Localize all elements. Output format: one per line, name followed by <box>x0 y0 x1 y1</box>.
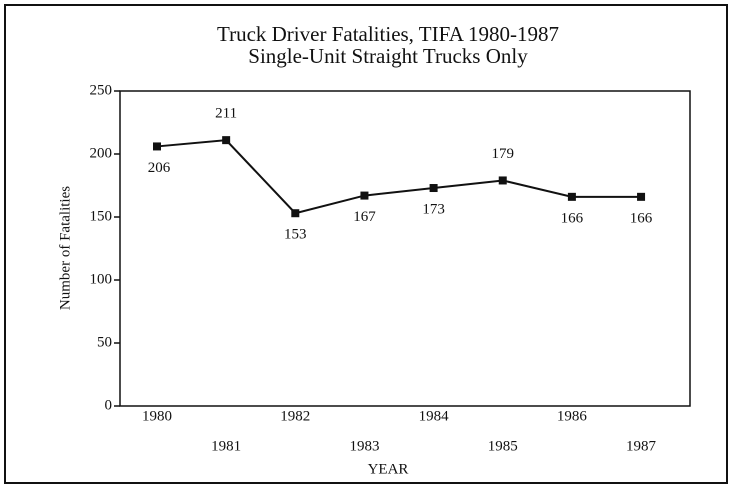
y-tick-label: 200 <box>90 145 113 161</box>
y-tick-label: 0 <box>105 397 113 413</box>
frame <box>4 4 728 484</box>
marker <box>360 191 369 200</box>
x-axis-label: YEAR <box>368 461 409 477</box>
marker <box>567 192 576 201</box>
y-tick-label: 50 <box>97 334 112 350</box>
y-tick-label: 250 <box>90 82 113 98</box>
marker <box>222 136 231 145</box>
y-axis-label: Number of Fatalities <box>57 186 73 310</box>
x-tick-label: 1986 <box>557 408 588 424</box>
data-label: 179 <box>492 146 515 162</box>
x-tick-label: 1982 <box>280 408 310 424</box>
x-tick-label: 1984 <box>419 408 450 424</box>
x-tick-label: 1983 <box>349 438 379 454</box>
marker <box>498 176 507 185</box>
marker <box>291 209 300 218</box>
y-tick-label: 150 <box>90 208 113 224</box>
data-label: 166 <box>630 210 653 226</box>
data-label: 206 <box>148 160 171 176</box>
data-label: 173 <box>422 201 445 217</box>
x-tick-label: 1981 <box>211 438 241 454</box>
x-tick-label: 1980 <box>142 408 172 424</box>
x-tick-label: 1985 <box>488 438 518 454</box>
line <box>156 139 642 215</box>
plot-area <box>119 90 691 407</box>
marker <box>153 142 161 151</box>
x-tick-label: 1987 <box>626 438 657 454</box>
y-tick-label: 100 <box>90 271 113 287</box>
data-label: 166 <box>561 210 584 226</box>
data-label: 153 <box>284 227 307 243</box>
data-label: 167 <box>353 209 376 225</box>
data-label: 211 <box>215 106 237 122</box>
chart-subtitle: Single-Unit Straight Trucks Only <box>248 44 528 68</box>
chart-title: Truck Driver Fatalities, TIFA 1980-1987 <box>217 22 559 46</box>
marker <box>637 192 646 201</box>
marker <box>429 184 438 193</box>
